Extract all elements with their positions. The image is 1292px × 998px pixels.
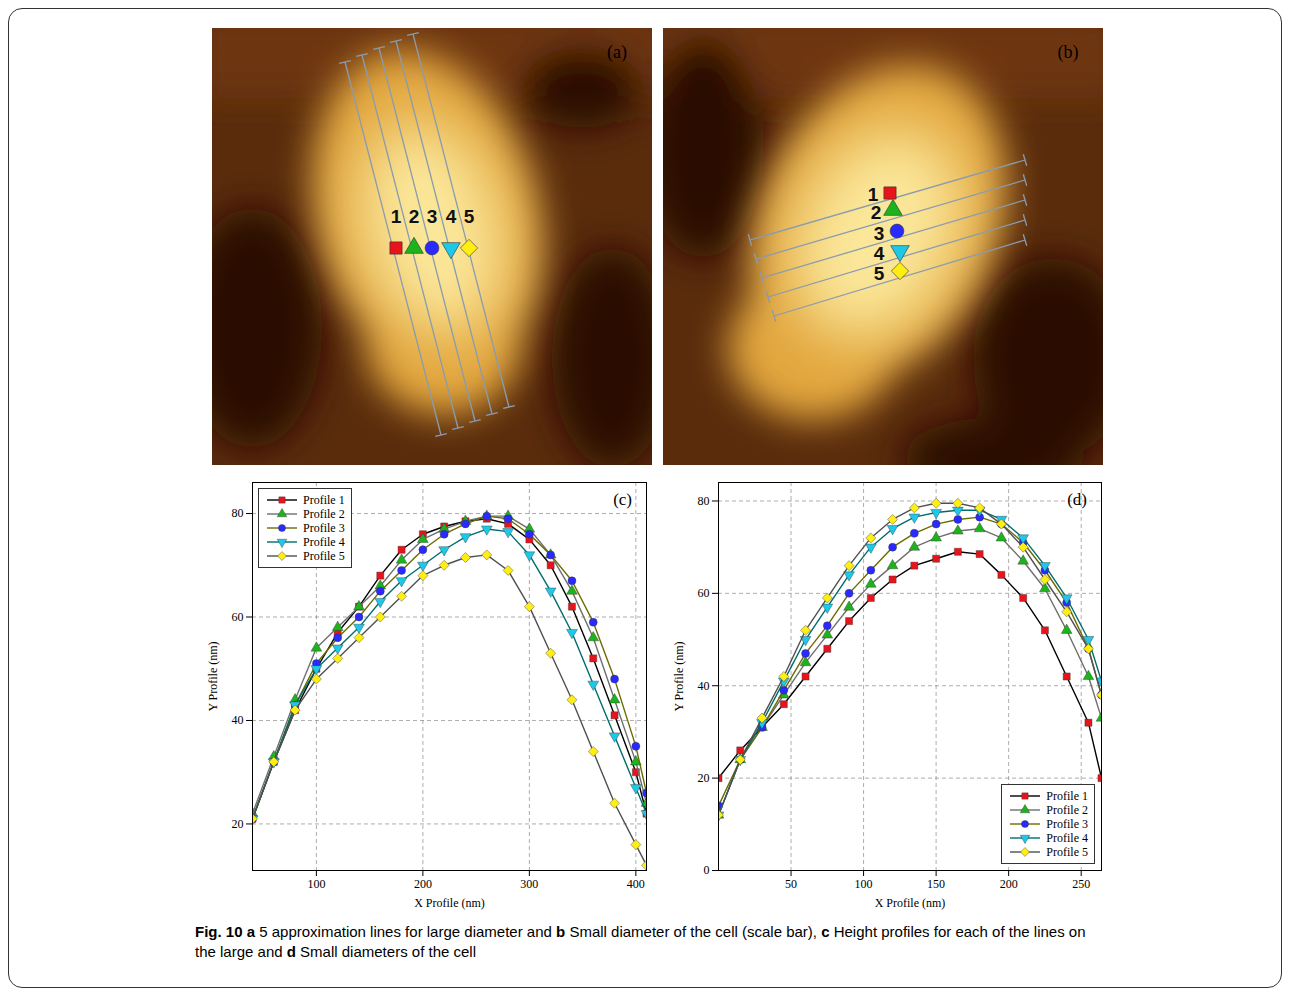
svg-text:100: 100 — [855, 877, 873, 891]
svg-text:X Profile (nm): X Profile (nm) — [414, 896, 485, 910]
svg-text:1: 1 — [391, 206, 402, 227]
svg-text:0: 0 — [704, 863, 710, 877]
html-text:Profile 1: Profile 1 — [1046, 789, 1088, 803]
html-text:Profile 1: Profile 1 — [303, 493, 345, 507]
svg-text:Y Profile (nm): Y Profile (nm) — [206, 641, 220, 711]
svg-text:X Profile (nm): X Profile (nm) — [875, 896, 946, 910]
svg-text:3: 3 — [874, 223, 885, 244]
html-text:Profile 2: Profile 2 — [303, 507, 345, 521]
html-text:(c): (c) — [613, 490, 632, 509]
svg-text:Y Profile (nm): Y Profile (nm) — [672, 641, 686, 711]
html-text:Profile 4: Profile 4 — [1046, 831, 1088, 845]
svg-text:50: 50 — [785, 877, 797, 891]
svg-text:20: 20 — [232, 817, 244, 831]
html-text:Profile 5: Profile 5 — [1046, 845, 1088, 859]
html-text:Profile 3: Profile 3 — [303, 521, 345, 535]
svg-text:(a): (a) — [607, 42, 627, 63]
svg-text:1: 1 — [867, 184, 879, 205]
html-text:Profile 3: Profile 3 — [1046, 817, 1088, 831]
html-text:(d): (d) — [1067, 490, 1087, 509]
svg-text:80: 80 — [698, 494, 710, 508]
svg-text:20: 20 — [698, 771, 710, 785]
svg-text:200: 200 — [414, 877, 432, 891]
svg-text:4: 4 — [874, 243, 885, 264]
html-text:Fig. 10 a 5 approximation line: Fig. 10 a 5 approximation lines for larg… — [195, 923, 1086, 960]
svg-text:5: 5 — [464, 206, 475, 227]
svg-text:40: 40 — [232, 713, 244, 727]
svg-text:40: 40 — [698, 679, 710, 693]
svg-text:80: 80 — [232, 506, 244, 520]
html-text:Profile 5: Profile 5 — [303, 549, 345, 563]
svg-text:150: 150 — [927, 877, 945, 891]
svg-text:400: 400 — [627, 877, 645, 891]
html-text:Profile 2: Profile 2 — [1046, 803, 1088, 817]
svg-text:200: 200 — [1000, 877, 1018, 891]
svg-text:60: 60 — [698, 586, 710, 600]
svg-text:3: 3 — [427, 206, 438, 227]
svg-text:5: 5 — [874, 263, 885, 284]
svg-text:100: 100 — [307, 877, 325, 891]
svg-text:300: 300 — [520, 877, 538, 891]
svg-text:60: 60 — [232, 610, 244, 624]
svg-text:250: 250 — [1072, 877, 1090, 891]
svg-text:(b): (b) — [1058, 42, 1079, 63]
svg-text:2: 2 — [871, 202, 882, 223]
svg-text:4: 4 — [446, 206, 457, 227]
svg-text:2: 2 — [409, 206, 420, 227]
html-text:Profile 4: Profile 4 — [303, 535, 345, 549]
